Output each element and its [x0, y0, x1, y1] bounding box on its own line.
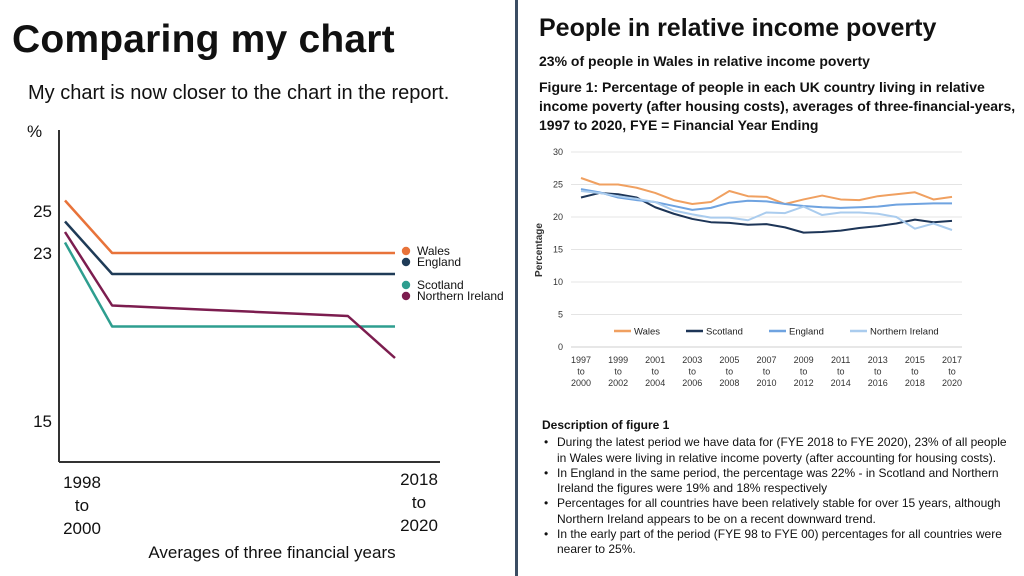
- legend-label-england: England: [789, 327, 824, 338]
- series-line-scotland: [63, 241, 395, 328]
- x-tick-label: 1997 to 2000: [571, 355, 591, 388]
- series-line-northern-ireland: [580, 190, 953, 231]
- figure-caption: Figure 1: Percentage of people in each U…: [539, 79, 1016, 133]
- panel-divider: [515, 0, 518, 576]
- series-line-northern-ireland: [63, 231, 396, 359]
- report-line-chart: 0 5 10 15 20 25 30 Percentage Wales Scotland Engla…: [534, 147, 962, 388]
- report-title: People in relative income poverty: [539, 14, 937, 42]
- legend-label-northern-ireland: Northern Ireland: [417, 289, 504, 303]
- y-tick-label: 15: [553, 245, 563, 255]
- legend-marker-northern-ireland: [401, 291, 411, 301]
- y-tick-label: 23: [33, 244, 52, 263]
- right-panel: People in relative income poverty 23% of…: [518, 0, 1024, 576]
- legend-label-wales: Wales: [417, 244, 450, 258]
- x-tick-label: 1998 to 2000: [63, 473, 101, 538]
- y-tick-label: 20: [553, 212, 563, 222]
- figure-description: Description of figure 1 During the lates…: [542, 418, 1012, 558]
- series-line-wales: [580, 177, 953, 205]
- y-tick-label: 25: [553, 180, 563, 190]
- x-tick-label: 2013 to 2016: [868, 355, 888, 388]
- legend-label-wales: Wales: [634, 327, 660, 338]
- y-tick-label: 25: [33, 202, 52, 221]
- x-tick-label: 2007 to 2010: [756, 355, 776, 388]
- legend-label-england: England: [417, 255, 461, 269]
- x-tick-label: 2011 to 2014: [831, 355, 851, 388]
- legend-label-scotland: Scotland: [417, 278, 464, 292]
- description-list: During the latest period we have data fo…: [542, 435, 1012, 557]
- legend-marker-scotland: [401, 280, 411, 290]
- x-tick-label: 2009 to 2012: [794, 355, 814, 388]
- x-axis-label: Averages of three financial years: [148, 543, 395, 562]
- description-bullet: During the latest period we have data fo…: [542, 435, 1012, 466]
- legend-label-scotland: Scotland: [706, 327, 743, 338]
- left-panel: Comparing my chart My chart is now close…: [12, 18, 504, 562]
- my-line-chart: % 15 23 25 1998 to 2000 2018 to 2020 Averages of t…: [27, 122, 504, 562]
- x-tick-label: 2003 to 2006: [682, 355, 702, 388]
- legend-marker-wales: [401, 246, 411, 256]
- x-tick-label: 2015 to 2018: [905, 355, 925, 388]
- y-axis-label: Percentage: [534, 223, 545, 277]
- y-tick-label: 5: [558, 310, 563, 320]
- description-bullet: In England in the same period, the perce…: [542, 466, 1012, 497]
- description-title: Description of figure 1: [542, 418, 670, 432]
- series-line-wales: [64, 199, 395, 255]
- y-tick-label: 10: [553, 277, 563, 287]
- series-line-england: [64, 220, 395, 276]
- x-tick-label: 1999 to 2002: [608, 355, 628, 388]
- legend-marker-england: [401, 257, 411, 267]
- x-tick-label: 2001 to 2004: [645, 355, 665, 388]
- y-tick-label: 30: [553, 147, 563, 157]
- x-tick-label: 2018 to 2020: [400, 470, 438, 535]
- y-axis-label: %: [27, 122, 42, 141]
- x-tick-label: 2005 to 2008: [719, 355, 739, 388]
- page-title: Comparing my chart: [12, 18, 395, 61]
- description-bullet: In the early part of the period (FYE 98 …: [542, 527, 1012, 558]
- report-subtitle: 23% of people in Wales in relative incom…: [539, 53, 870, 69]
- x-tick-label: 2017 to 2020: [942, 355, 962, 388]
- y-tick-label: 15: [33, 412, 52, 431]
- legend-label-northern-ireland: Northern Ireland: [870, 327, 939, 338]
- y-tick-label: 0: [558, 342, 563, 352]
- description-bullet: Percentages for all countries have been …: [542, 496, 1012, 527]
- page-subtitle: My chart is now closer to the chart in t…: [28, 82, 450, 104]
